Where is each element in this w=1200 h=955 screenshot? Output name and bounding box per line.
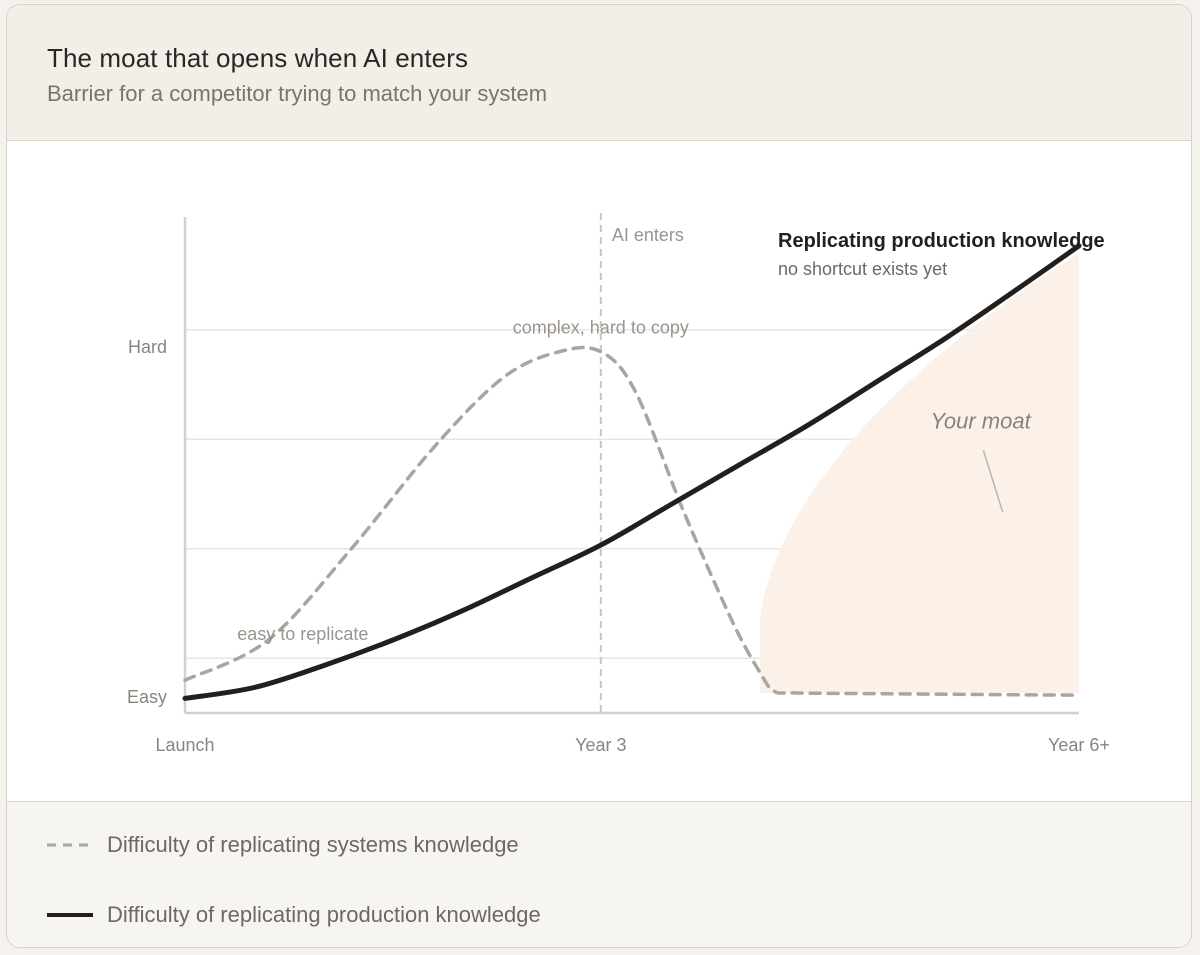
annotation-easy-to-replicate: easy to replicate <box>237 624 368 644</box>
plot-area: Your moat AI enters easy to replicate compl… <box>7 141 1191 801</box>
legend-label-production: Difficulty of replicating production kno… <box>107 902 541 927</box>
x-tick-label-1: Year 3 <box>575 735 626 755</box>
dashed-line-swatch-icon <box>47 843 93 847</box>
series-systems-knowledge <box>183 345 1081 697</box>
chart-svg: Your moat AI enters easy to replicate compl… <box>127 213 1110 755</box>
chart-subtitle: Barrier for a competitor trying to match… <box>47 81 548 106</box>
moat-label-pointer <box>982 450 1004 513</box>
x-tick-label-0: Launch <box>155 735 214 755</box>
chart-card: The moat that opens when AI enters Barri… <box>6 4 1192 948</box>
moat-label: Your moat <box>930 408 1031 433</box>
legend-item-production: Difficulty of replicating production kno… <box>47 900 541 930</box>
chart-header: The moat that opens when AI enters Barri… <box>7 5 1191 141</box>
y-tick-label-easy: Easy <box>127 687 167 707</box>
series-production-knowledge <box>182 243 1082 701</box>
solid-line-swatch-icon <box>47 913 93 917</box>
callout-title: Replicating production knowledge <box>778 230 1105 252</box>
legend: Difficulty of replicating systems knowle… <box>7 801 1191 947</box>
moat-region <box>760 253 1079 693</box>
x-tick-label-2: Year 6+ <box>1048 735 1110 755</box>
legend-item-systems: Difficulty of replicating systems knowle… <box>47 830 519 860</box>
y-tick-label-hard: Hard <box>128 337 167 357</box>
ai-enters-label: AI enters <box>612 225 684 245</box>
legend-label-systems: Difficulty of replicating systems knowle… <box>107 832 519 857</box>
annotation-complex-hard-to-copy: complex, hard to copy <box>513 317 689 337</box>
callout-subtitle: no shortcut exists yet <box>778 259 947 279</box>
chart-title: The moat that opens when AI enters <box>47 43 469 73</box>
